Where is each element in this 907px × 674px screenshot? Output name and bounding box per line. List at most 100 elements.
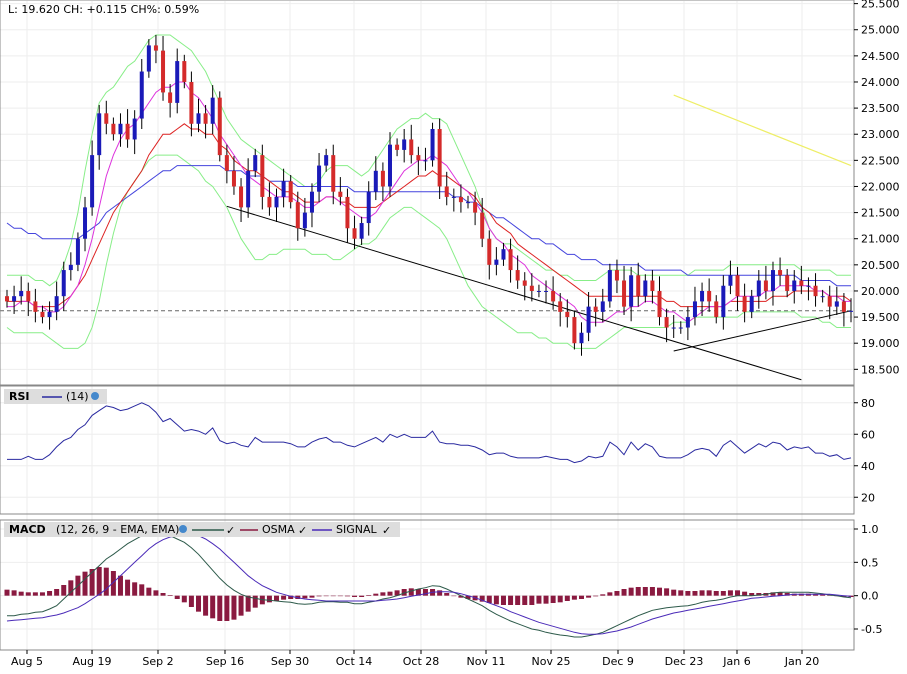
trendline-0 — [226, 205, 802, 381]
candle-body-75 — [536, 290, 541, 292]
osma-bar-11 — [82, 571, 88, 596]
candle-body-98 — [700, 290, 705, 302]
candle-body-89 — [636, 275, 641, 297]
candle-body-22 — [161, 50, 166, 93]
candle-body-81 — [579, 332, 584, 344]
candle-body-2 — [19, 290, 24, 297]
candle-body-36 — [260, 155, 265, 197]
osma-bar-104 — [742, 591, 748, 596]
candle-body-109 — [778, 270, 783, 276]
osma-bar-53 — [380, 592, 386, 596]
osma-bar-27 — [195, 595, 201, 612]
candles — [5, 34, 853, 356]
osma-bar-31 — [224, 595, 230, 621]
candle-body-80 — [572, 317, 577, 344]
osma-bar-106 — [756, 593, 762, 596]
osma-bar-109 — [777, 592, 783, 596]
signal-line — [6, 533, 852, 635]
osma-bar-86 — [614, 591, 620, 596]
rsi-ytick-label-3: 20 — [861, 491, 875, 504]
osma-bar-79 — [564, 595, 570, 601]
osma-bar-81 — [578, 595, 584, 599]
candle-body-91 — [650, 280, 655, 291]
overlay-lower_band — [6, 154, 851, 349]
osma-bar-94 — [671, 589, 677, 596]
candle-body-44 — [317, 165, 322, 192]
candle-body-56 — [402, 139, 407, 150]
candle-body-15 — [111, 123, 116, 135]
osma-bar-61 — [437, 590, 443, 596]
osma-bar-83 — [593, 595, 599, 597]
candle-body-95 — [678, 327, 683, 329]
candle-body-42 — [302, 212, 307, 229]
candle-body-3 — [26, 290, 31, 302]
candle-body-25 — [182, 61, 187, 82]
candle-body-119 — [849, 310, 853, 312]
candle-body-107 — [763, 280, 768, 291]
osma-bar-43 — [309, 595, 315, 598]
candle-body-96 — [685, 317, 690, 328]
price-ytick-label-9: 21.000 — [861, 233, 900, 246]
macd-check-icon[interactable]: ✓ — [226, 524, 235, 537]
candle-body-111 — [792, 280, 797, 291]
candle-body-26 — [189, 81, 194, 124]
candle-body-24 — [175, 61, 180, 103]
osma-bar-89 — [635, 587, 641, 596]
candle-body-60 — [430, 129, 435, 161]
candle-body-13 — [97, 113, 102, 156]
osma-bar-93 — [664, 588, 670, 596]
osma-bar-52 — [373, 593, 379, 596]
osma-bar-15 — [110, 571, 116, 596]
osma-bar-69 — [493, 595, 499, 605]
signal-check-icon[interactable]: ✓ — [382, 524, 391, 537]
candle-body-97 — [692, 301, 697, 318]
x-axis: Aug 5 Aug 19 Sep 2 Sep 16 Sep 30 Oct 14 Oct 28… — [11, 650, 819, 668]
osma-bar-51 — [366, 595, 372, 596]
osma-bar-118 — [841, 595, 847, 597]
rsi-ytick-label-2: 40 — [861, 460, 875, 473]
candle-body-62 — [444, 186, 449, 197]
osma-bar-8 — [61, 585, 67, 596]
price-ytick-label-0: 25.500 — [861, 0, 900, 11]
candle-body-21 — [153, 45, 158, 51]
macd-title-box: MACD (12, 26, 9 - EMA, EMA) ✓ OSMA ✓ SIG… — [4, 522, 400, 537]
osma-bar-58 — [415, 589, 421, 596]
candle-body-76 — [544, 290, 549, 292]
price-ytick-label-10: 20.500 — [861, 259, 900, 272]
price-ytick-label-3: 24.000 — [861, 76, 900, 89]
candle-body-110 — [785, 275, 790, 291]
candle-body-12 — [90, 155, 95, 208]
candle-body-88 — [629, 275, 634, 307]
macd-title: MACD — [9, 523, 46, 536]
osma-bar-103 — [735, 590, 741, 596]
macd-settings-icon[interactable] — [179, 525, 187, 533]
macd-ytick-label-0: 1.0 — [861, 523, 879, 536]
candle-body-102 — [728, 275, 733, 286]
osma-bar-9 — [68, 580, 74, 596]
osma-bar-59 — [422, 589, 428, 596]
candle-body-53 — [380, 170, 385, 187]
osma-bar-55 — [394, 590, 400, 596]
osma-check-icon[interactable]: ✓ — [298, 524, 307, 537]
osma-bar-1 — [11, 590, 17, 596]
candle-body-87 — [622, 280, 627, 307]
osma-bar-56 — [401, 589, 407, 596]
candle-body-33 — [239, 186, 244, 208]
xtick-label-5: Oct 14 — [336, 655, 373, 668]
osma-bar-19 — [139, 584, 145, 596]
candle-body-19 — [139, 71, 144, 119]
candle-body-8 — [61, 270, 66, 297]
candle-body-71 — [508, 249, 513, 271]
candle-body-29 — [210, 97, 215, 124]
candle-body-46 — [331, 155, 336, 192]
osma-bar-38 — [274, 595, 280, 601]
osma-bar-87 — [621, 589, 627, 596]
candle-body-43 — [309, 191, 314, 213]
osma-bar-90 — [642, 587, 648, 596]
candle-body-40 — [288, 181, 293, 203]
candle-body-17 — [125, 123, 130, 140]
candle-body-41 — [295, 202, 300, 229]
rsi-y-axis: 80 60 40 20 — [854, 397, 875, 504]
candle-body-70 — [501, 249, 506, 260]
rsi-settings-icon[interactable] — [91, 392, 99, 400]
